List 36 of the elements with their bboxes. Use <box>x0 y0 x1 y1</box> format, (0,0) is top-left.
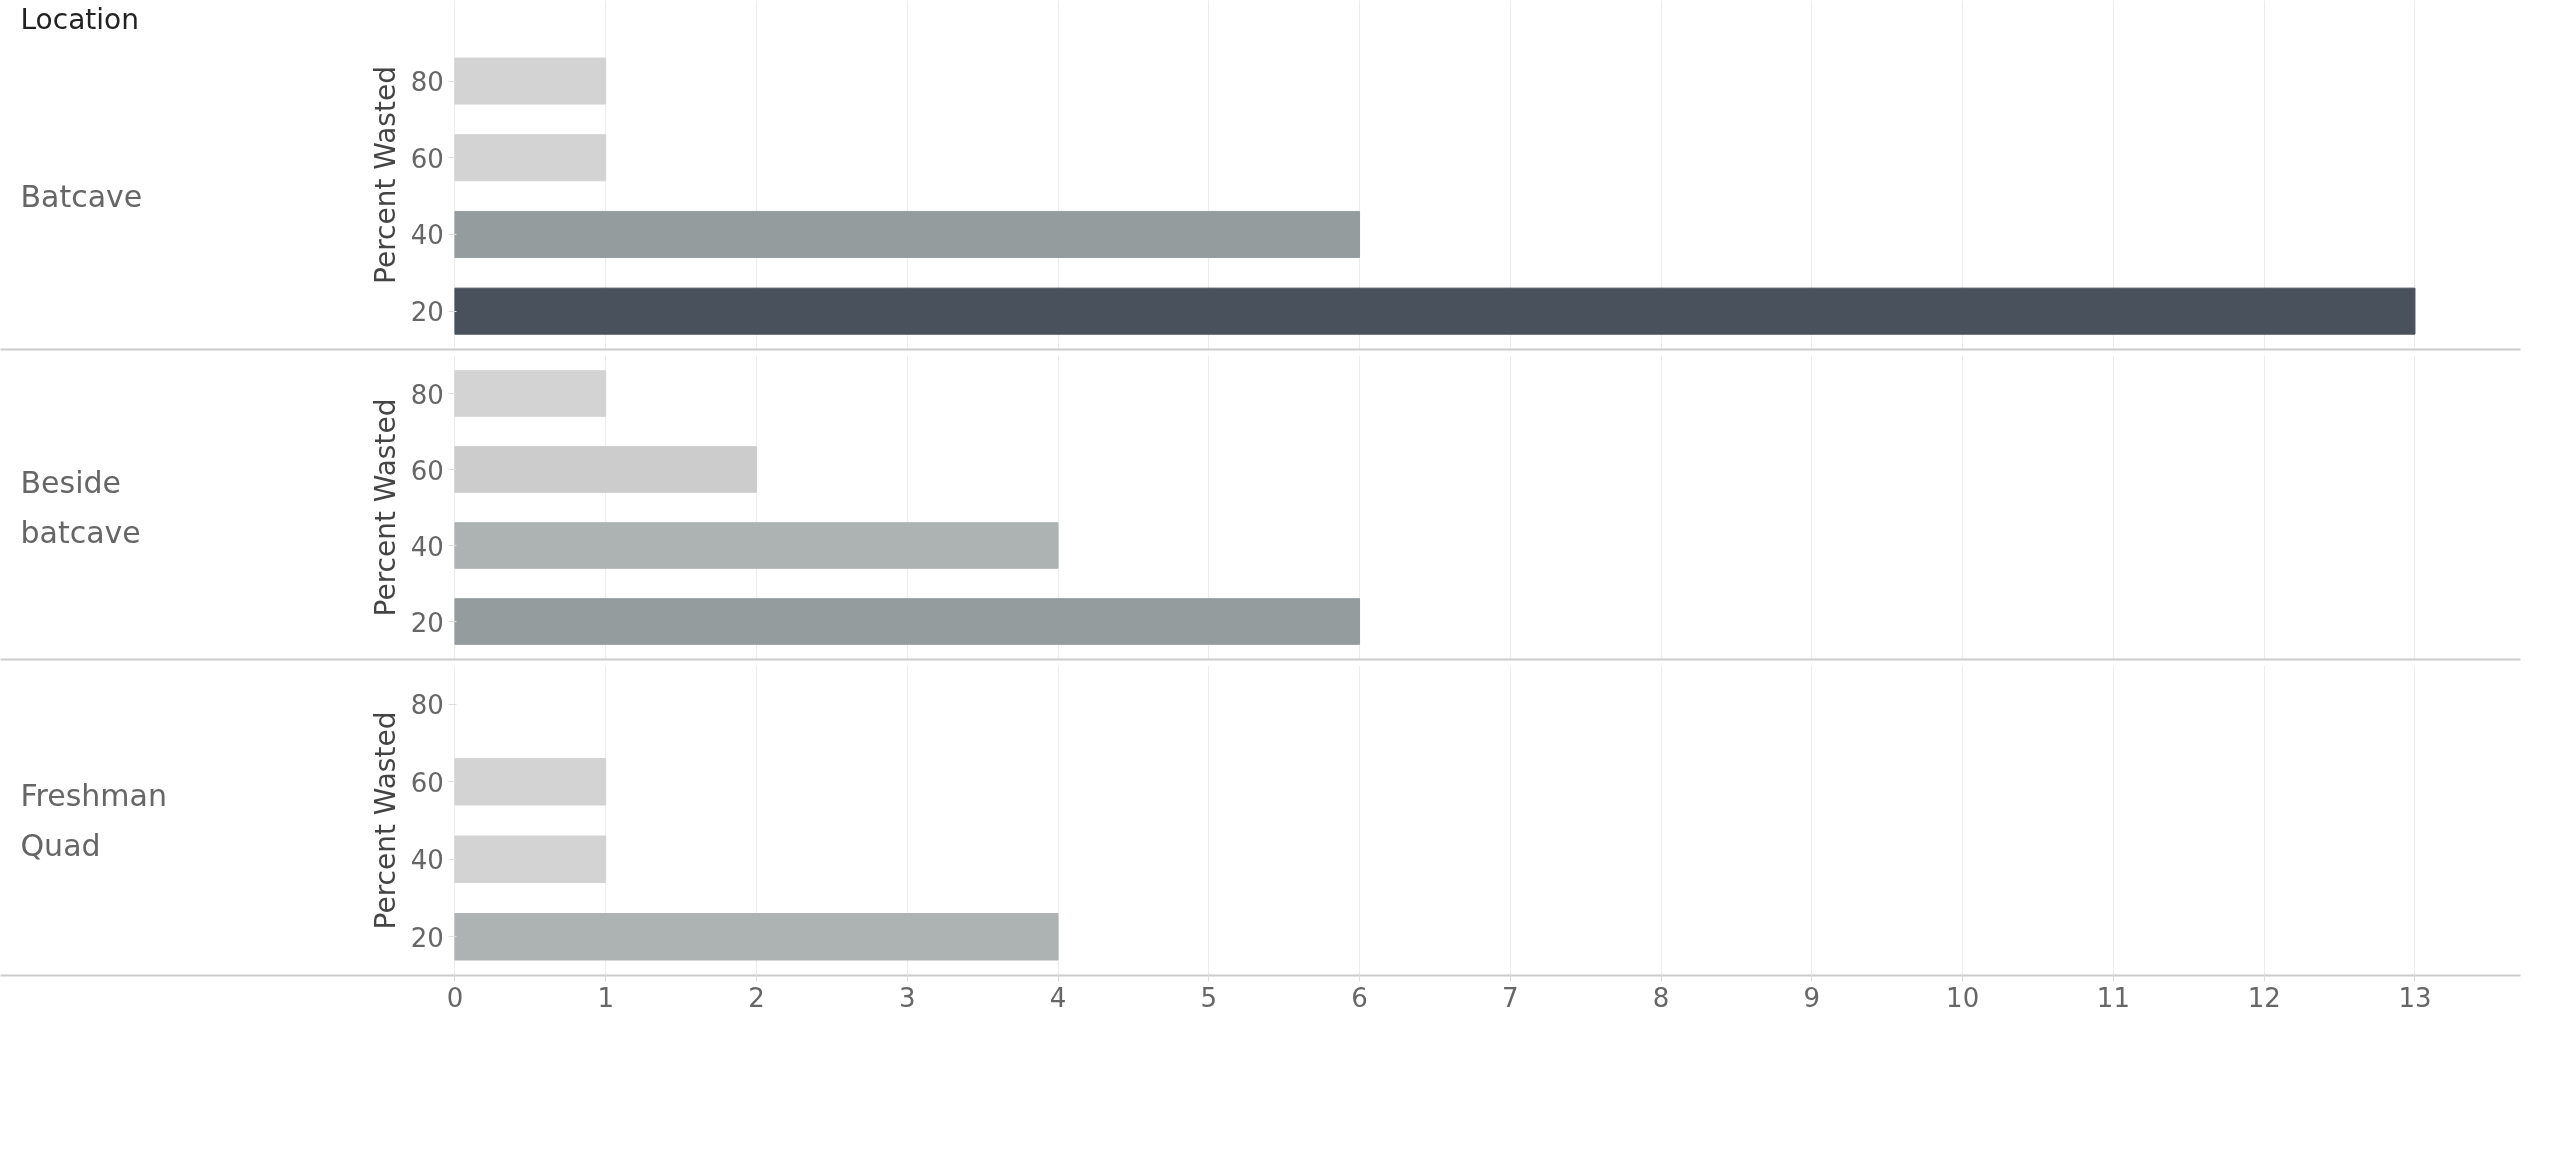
x-tick-label: 5 <box>1200 982 1218 1013</box>
x-tick-label: 7 <box>1502 982 1519 1013</box>
x-tick-label: 10 <box>1946 982 1980 1013</box>
y-tick-label: 60 <box>410 455 444 486</box>
x-tick-label: 1 <box>597 982 614 1013</box>
y-axis-title: Percent Wasted <box>369 66 403 284</box>
x-tick-label: 4 <box>1049 982 1067 1013</box>
y-tick-label: 80 <box>410 690 444 721</box>
y-tick-label: 60 <box>410 767 444 798</box>
y-tick-label: 20 <box>410 607 444 638</box>
y-tick-label: 40 <box>410 531 444 562</box>
y-axis-title: Percent Wasted <box>369 398 403 617</box>
text: Batcave <box>20 178 143 214</box>
x-tick-label: 9 <box>1803 982 1821 1013</box>
y-tick-label: 40 <box>410 845 444 876</box>
bar <box>454 446 757 493</box>
x-tick-label: 6 <box>1351 982 1368 1013</box>
bar <box>454 598 1361 645</box>
bar <box>454 522 1059 569</box>
x-tick-label: 8 <box>1652 982 1670 1013</box>
y-tick-label: 40 <box>410 220 444 251</box>
y-tick-label: 80 <box>410 379 444 410</box>
x-tick-label: 0 <box>446 982 464 1013</box>
x-tick-label: 3 <box>898 982 916 1013</box>
x-tick-label: 13 <box>2398 982 2432 1013</box>
y-tick-label: 20 <box>410 922 444 953</box>
x-tick-label: 2 <box>748 982 765 1013</box>
text: Beside batcave <box>20 465 141 550</box>
y-tick-label: 80 <box>410 67 444 98</box>
text: Freshman Quad <box>20 777 167 864</box>
text: Location <box>20 3 139 37</box>
y-tick-label: 20 <box>410 297 444 328</box>
y-tick-label: 60 <box>410 143 444 174</box>
x-tick-label: 11 <box>2096 982 2130 1013</box>
x-tick-label: 12 <box>2247 982 2281 1013</box>
y-axis-title: Percent Wasted <box>369 711 403 930</box>
